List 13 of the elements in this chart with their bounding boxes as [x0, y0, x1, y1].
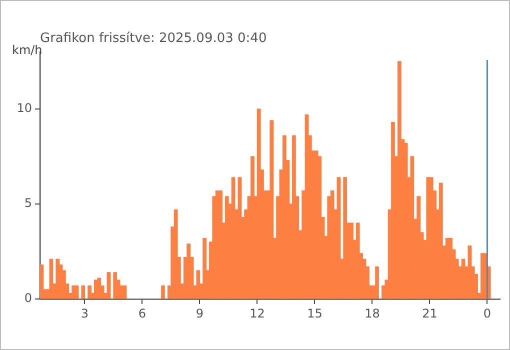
chart-title: Grafikon frissítve: 2025.09.03 0:40 — [40, 31, 267, 46]
x-tick-label: 21 — [422, 306, 438, 320]
x-tick-label: 0 — [483, 306, 492, 320]
y-tick-label: 10 — [16, 101, 32, 116]
x-tick-label: 6 — [138, 306, 146, 320]
y-tick-label: 5 — [24, 196, 32, 210]
y-axis-title: km/h — [12, 43, 42, 57]
x-tick-label: 18 — [364, 306, 380, 320]
x-tick-label: 12 — [250, 306, 265, 320]
y-tick-label: 0 — [24, 291, 32, 306]
x-tick-label: 9 — [196, 306, 204, 320]
x-tick-label: 3 — [80, 306, 89, 320]
x-tick-label: 15 — [307, 306, 322, 320]
